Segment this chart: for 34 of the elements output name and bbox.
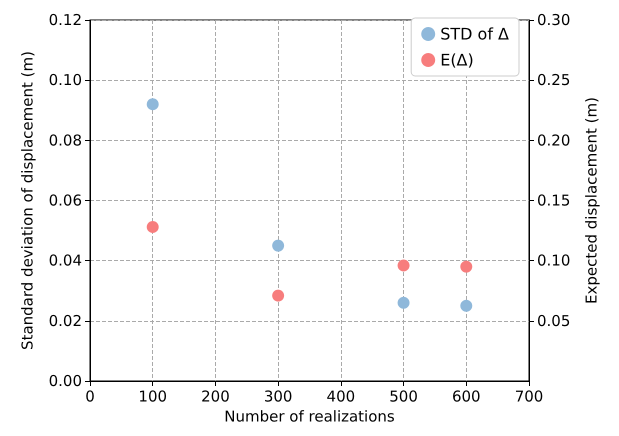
y-tick-label: 0.12 [48, 11, 82, 29]
y2-axis-title: Expected displacement (m) [582, 97, 600, 304]
point [146, 220, 159, 233]
y2-tick-label: 0.05 [537, 312, 570, 330]
y2-tick-label: 0.25 [537, 71, 570, 90]
x-tick-label: 300 [264, 388, 292, 406]
x-tick-label: 400 [326, 388, 356, 406]
legend-label: STD of Δ [440, 24, 510, 44]
point [146, 98, 159, 110]
x-tick-label: 700 [514, 388, 544, 406]
y2-tick-label: 0.15 [537, 192, 570, 210]
point [460, 260, 472, 273]
y-axis-title: Standard deviation of displacement (m) [18, 51, 36, 350]
y-tick-label: 0.08 [48, 131, 82, 150]
point [398, 296, 410, 309]
x-tick-label: 0 [85, 388, 95, 406]
y-tick-label: 0.00 [48, 372, 82, 390]
point [398, 259, 410, 272]
point [460, 300, 472, 312]
y-tick-label: 0.10 [48, 71, 82, 90]
y-tick-label: 0.06 [48, 192, 82, 210]
y2-tick-label: 0.30 [537, 11, 570, 29]
x-tick-label: 200 [201, 388, 230, 406]
y2-tick-label: 0.20 [537, 131, 570, 150]
x-tick-label: 100 [138, 388, 168, 406]
x-tick-label: 600 [452, 388, 481, 406]
x-tick-label: 500 [389, 388, 418, 406]
y2-tick-label: 0.10 [537, 252, 570, 270]
point [272, 240, 284, 252]
x-axis-title: Number of realizations [224, 408, 395, 426]
point [272, 290, 284, 302]
legend-label: E(Δ) [440, 50, 474, 70]
y-tick-label: 0.04 [48, 252, 82, 270]
y-tick-label: 0.02 [48, 312, 82, 330]
